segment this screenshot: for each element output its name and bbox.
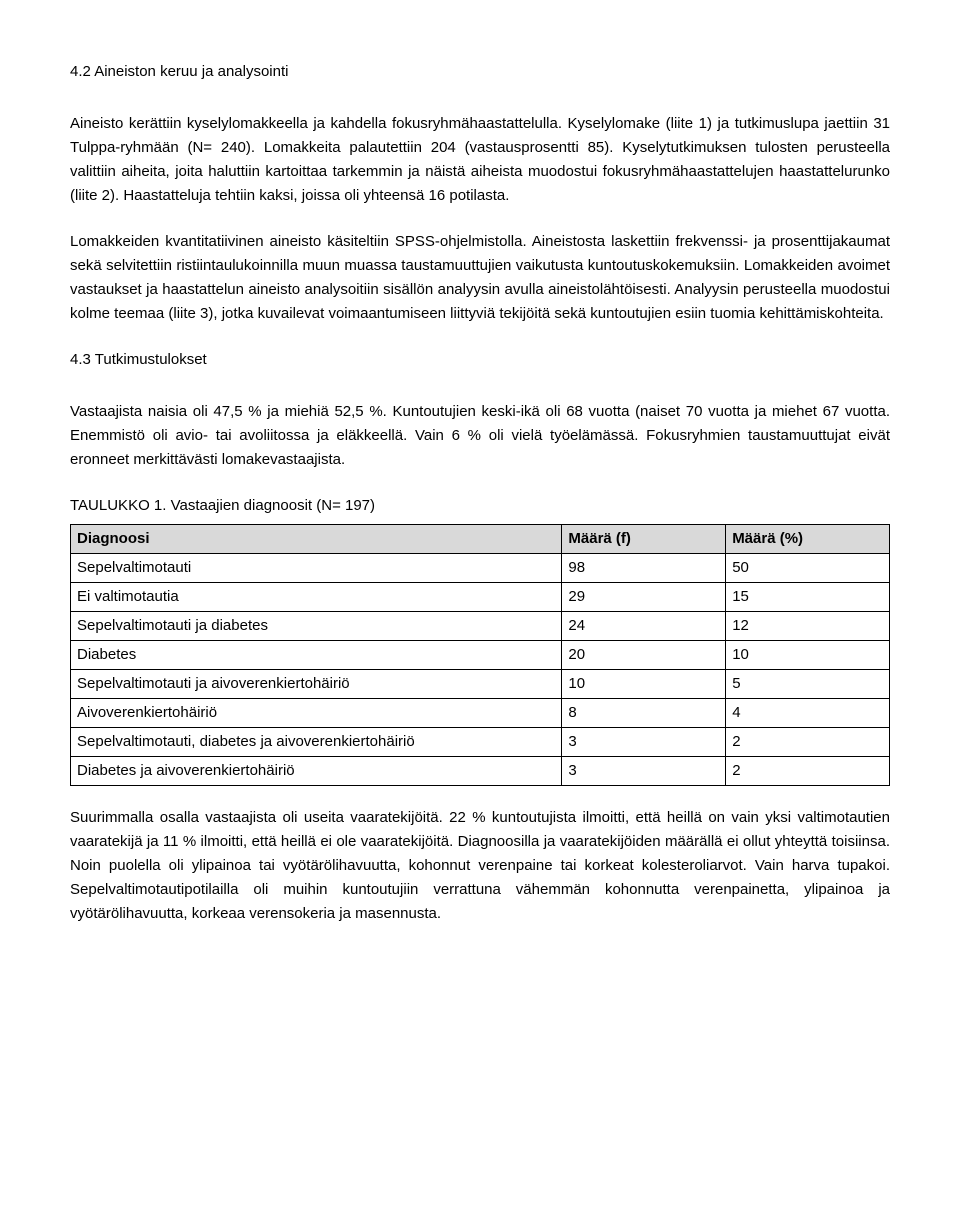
table-cell: 50 [726,554,890,583]
table-cell: Aivoverenkiertohäiriö [71,699,562,728]
section-heading-4-3: 4.3 Tutkimustulokset [70,348,890,372]
table-cell: Diabetes ja aivoverenkiertohäiriö [71,757,562,786]
table-cell: 12 [726,612,890,641]
diagnosis-table: Diagnoosi Määrä (f) Määrä (%) Sepelvalti… [70,524,890,786]
table-cell: 10 [726,641,890,670]
table-row: Ei valtimotautia2915 [71,583,890,612]
table-cell: 29 [562,583,726,612]
table-cell: 3 [562,757,726,786]
table-row: Diabetes ja aivoverenkiertohäiriö32 [71,757,890,786]
table-cell: Sepelvaltimotauti ja diabetes [71,612,562,641]
table-cell: 24 [562,612,726,641]
table-cell: 10 [562,670,726,699]
col-header-maara-f: Määrä (f) [562,525,726,554]
table-cell: Sepelvaltimotauti ja aivoverenkiertohäir… [71,670,562,699]
paragraph-1: Aineisto kerättiin kyselylomakkeella ja … [70,112,890,208]
table-cell: 2 [726,728,890,757]
table-cell: Sepelvaltimotauti, diabetes ja aivoveren… [71,728,562,757]
table-row: Diabetes2010 [71,641,890,670]
table-cell: 20 [562,641,726,670]
col-header-diagnoosi: Diagnoosi [71,525,562,554]
table-row: Aivoverenkiertohäiriö84 [71,699,890,728]
table-cell: Ei valtimotautia [71,583,562,612]
table-cell: 5 [726,670,890,699]
table-cell: 4 [726,699,890,728]
table-row: Sepelvaltimotauti ja aivoverenkiertohäir… [71,670,890,699]
table-cell: Sepelvaltimotauti [71,554,562,583]
table-cell: 98 [562,554,726,583]
section-heading-4-2: 4.2 Aineiston keruu ja analysointi [70,60,890,84]
table-cell: 2 [726,757,890,786]
table-row: Sepelvaltimotauti9850 [71,554,890,583]
table-cell: 8 [562,699,726,728]
paragraph-4: Suurimmalla osalla vastaajista oli useit… [70,806,890,926]
table-cell: 3 [562,728,726,757]
table-header-row: Diagnoosi Määrä (f) Määrä (%) [71,525,890,554]
paragraph-2: Lomakkeiden kvantitatiivinen aineisto kä… [70,230,890,326]
table-row: Sepelvaltimotauti ja diabetes2412 [71,612,890,641]
table-cell: Diabetes [71,641,562,670]
table-cell: 15 [726,583,890,612]
table-row: Sepelvaltimotauti, diabetes ja aivoveren… [71,728,890,757]
col-header-maara-p: Määrä (%) [726,525,890,554]
table-caption: TAULUKKO 1. Vastaajien diagnoosit (N= 19… [70,494,890,518]
paragraph-3: Vastaajista naisia oli 47,5 % ja miehiä … [70,400,890,472]
